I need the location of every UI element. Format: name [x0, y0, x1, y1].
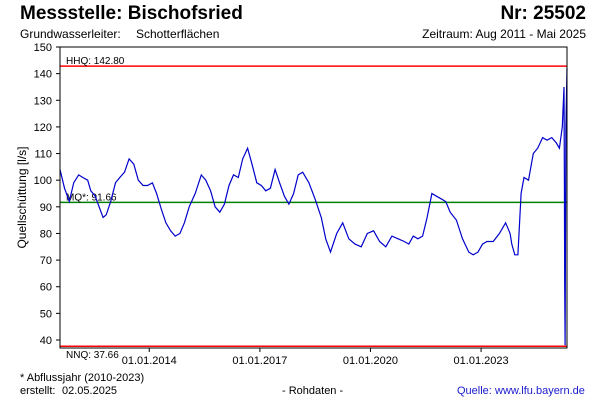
y-axis: 40 50 60 70 80 90 100 110 120 130 140 150 [34, 42, 60, 347]
created-label: erstellt: [20, 385, 56, 397]
station-number: Nr: 25502 [500, 3, 586, 24]
y-tick-label: 110 [34, 149, 52, 161]
source-label: Quelle: [457, 385, 492, 397]
plot-frame [59, 46, 568, 349]
y-tick-label: 70 [40, 255, 52, 267]
discharge-series-line [59, 68, 568, 346]
x-axis: 01.01.2014 01.01.2017 01.01.2020 01.01.2023 [122, 348, 509, 367]
nnq-label: NNQ: 37.66 [66, 350, 119, 361]
station-title: Messstelle: Bischofsried [20, 3, 243, 24]
created-date: 02.05.2025 [62, 385, 118, 397]
reference-lines: HHQ: 142.80 MQ*: 91.66 NNQ: 37.66 [60, 56, 567, 361]
y-tick-label: 130 [34, 95, 52, 107]
period-label: Zeitraum: Aug 2011 - Mai 2025 [422, 27, 586, 41]
y-tick-label: 80 [40, 228, 52, 240]
hhq-label: HHQ: 142.80 [66, 56, 125, 67]
y-tick-label: 150 [34, 42, 52, 54]
aquifer-label: Grundwasserleiter: [20, 27, 121, 41]
y-tick-label: 90 [40, 202, 52, 214]
raw-data-note: - Rohdaten - [282, 385, 344, 397]
x-tick-label: 01.01.2014 [122, 355, 177, 367]
x-tick-label: 01.01.2020 [343, 355, 398, 367]
y-axis-label: Quellschüttung [l/s] [15, 146, 29, 248]
mq-label: MQ*: 91.66 [66, 192, 117, 203]
y-tick-label: 50 [40, 308, 52, 320]
x-tick-label: 01.01.2023 [454, 355, 509, 367]
y-tick-label: 120 [34, 122, 52, 134]
y-tick-label: 40 [40, 335, 52, 347]
y-tick-label: 140 [34, 69, 52, 81]
source-link[interactable]: www.lfu.bayern.de [495, 385, 585, 397]
y-tick-label: 60 [40, 282, 52, 294]
footnote: * Abflussjahr (2010-2023) [20, 372, 145, 384]
aquifer-value: Schotterflächen [136, 27, 220, 41]
x-tick-label: 01.01.2017 [232, 355, 287, 367]
y-tick-label: 100 [34, 175, 52, 187]
